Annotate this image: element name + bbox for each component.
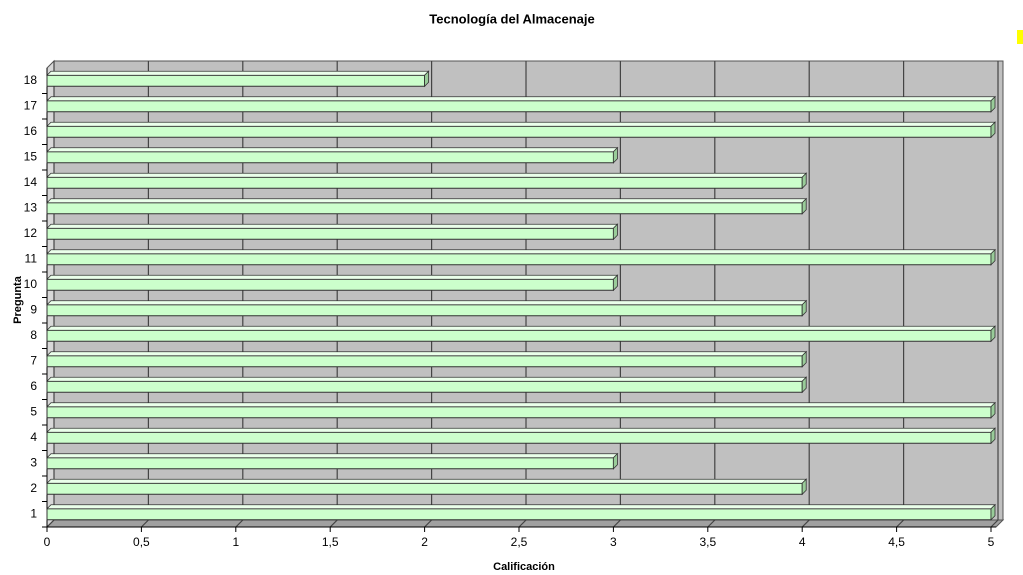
bar-top xyxy=(46,351,808,357)
bar-top xyxy=(46,453,619,459)
y-tick-label: 6 xyxy=(30,379,37,393)
bar-end xyxy=(613,452,618,470)
bar xyxy=(46,380,803,393)
bar-end xyxy=(990,121,996,139)
grid-line xyxy=(990,61,999,528)
bar xyxy=(46,125,992,138)
bar xyxy=(46,508,992,521)
bar-top xyxy=(46,325,996,331)
bar-top xyxy=(46,504,996,510)
x-tick-label: 0 xyxy=(44,535,51,549)
bar xyxy=(46,406,992,419)
bar-top xyxy=(46,96,996,102)
x-tick-label: 2,5 xyxy=(511,535,528,549)
bar-end xyxy=(801,172,807,190)
bar xyxy=(46,74,426,87)
chart-title: Tecnología del Almacenaje xyxy=(429,11,594,26)
x-tick-label: 4,5 xyxy=(888,535,905,549)
bar-end xyxy=(613,146,618,164)
y-axis-title: Pregunta xyxy=(12,275,24,324)
bar-end xyxy=(801,478,807,496)
bar-top xyxy=(46,121,996,127)
y-tick-label: 5 xyxy=(30,404,37,418)
x-tick-label: 3,5 xyxy=(699,535,716,549)
bar xyxy=(46,482,803,495)
x-tick-label: 2 xyxy=(421,535,428,549)
bar xyxy=(46,202,803,215)
y-tick-label: 9 xyxy=(30,302,37,316)
bar xyxy=(46,278,614,291)
decoration xyxy=(1017,30,1023,44)
bar-end xyxy=(990,325,996,343)
y-tick-label: 16 xyxy=(24,124,38,138)
bar-top xyxy=(46,223,619,229)
bar xyxy=(46,355,803,368)
bar xyxy=(46,457,614,470)
bar xyxy=(46,151,614,164)
bar-top xyxy=(46,274,619,280)
x-tick-label: 1,5 xyxy=(322,535,339,549)
bar-top xyxy=(46,402,996,408)
y-tick-label: 11 xyxy=(25,251,38,265)
bar xyxy=(46,431,992,444)
bar-top xyxy=(46,172,808,178)
x-tick-label: 4 xyxy=(799,535,806,549)
y-tick-label: 4 xyxy=(30,430,37,444)
bar-end xyxy=(990,503,996,521)
bar-top xyxy=(46,198,808,204)
y-tick-label: 17 xyxy=(24,98,38,112)
bar-top xyxy=(46,376,808,382)
x-tick-label: 0,5 xyxy=(133,535,150,549)
bar-end xyxy=(613,274,618,292)
bar-end xyxy=(801,350,807,368)
bar-top xyxy=(46,147,619,153)
y-tick-label: 12 xyxy=(24,226,38,240)
y-tick-label: 1 xyxy=(30,506,37,520)
x-tick-label: 3 xyxy=(610,535,617,549)
bar-end xyxy=(801,376,807,394)
bar xyxy=(46,329,992,342)
bar-end xyxy=(424,70,430,88)
y-tick-label: 2 xyxy=(30,481,37,495)
x-tick-label: 1 xyxy=(232,535,239,549)
y-tick-label: 8 xyxy=(30,328,37,342)
y-tick-label: 7 xyxy=(30,353,37,367)
bar-end xyxy=(990,427,996,445)
x-axis-title: Calificación xyxy=(493,561,555,573)
bar-end xyxy=(613,223,618,241)
x-tick-label: 5 xyxy=(988,535,995,549)
y-tick-label: 3 xyxy=(30,455,37,469)
bar-top xyxy=(46,249,996,255)
bar-end xyxy=(801,299,807,317)
bar xyxy=(46,253,992,266)
bar xyxy=(46,304,803,317)
y-tick-label: 10 xyxy=(24,277,38,291)
bar-top xyxy=(46,478,808,484)
y-tick-label: 14 xyxy=(24,175,38,189)
y-tick-label: 15 xyxy=(24,149,38,163)
bar-end xyxy=(990,401,996,419)
bar-end xyxy=(990,95,996,113)
y-tick-label: 13 xyxy=(24,200,38,214)
bar-end xyxy=(801,197,807,215)
bar-top xyxy=(46,427,996,433)
bar xyxy=(46,227,614,240)
bar-top xyxy=(46,70,430,76)
bar xyxy=(46,100,992,113)
bar xyxy=(46,176,803,189)
bar-top xyxy=(46,300,808,306)
bar-end xyxy=(990,248,996,266)
y-tick-label: 18 xyxy=(24,73,38,87)
